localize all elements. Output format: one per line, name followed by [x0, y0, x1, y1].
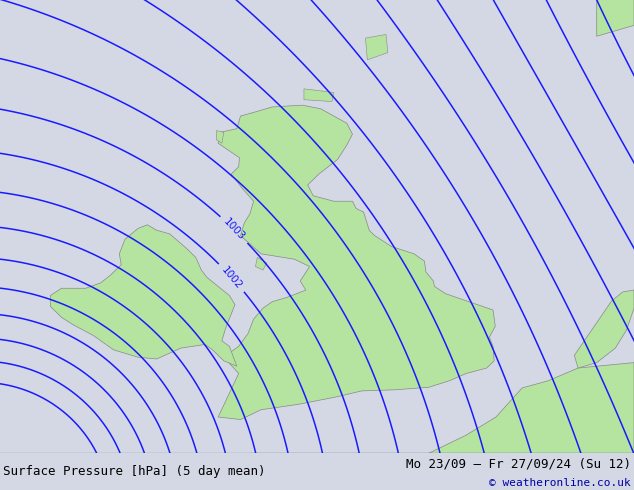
Polygon shape: [250, 363, 634, 490]
Polygon shape: [304, 89, 333, 101]
Polygon shape: [256, 257, 267, 270]
Polygon shape: [50, 225, 237, 366]
Text: 1002: 1002: [219, 265, 244, 291]
Polygon shape: [365, 34, 388, 60]
Text: Mo 23/09 – Fr 27/09/24 (Su 12): Mo 23/09 – Fr 27/09/24 (Su 12): [406, 457, 631, 470]
Text: 1003: 1003: [221, 217, 247, 243]
Polygon shape: [216, 130, 224, 143]
Polygon shape: [574, 290, 634, 368]
Text: Surface Pressure [hPa] (5 day mean): Surface Pressure [hPa] (5 day mean): [3, 465, 266, 478]
Polygon shape: [597, 0, 634, 36]
Text: © weatheronline.co.uk: © weatheronline.co.uk: [489, 478, 631, 488]
Polygon shape: [218, 105, 495, 419]
